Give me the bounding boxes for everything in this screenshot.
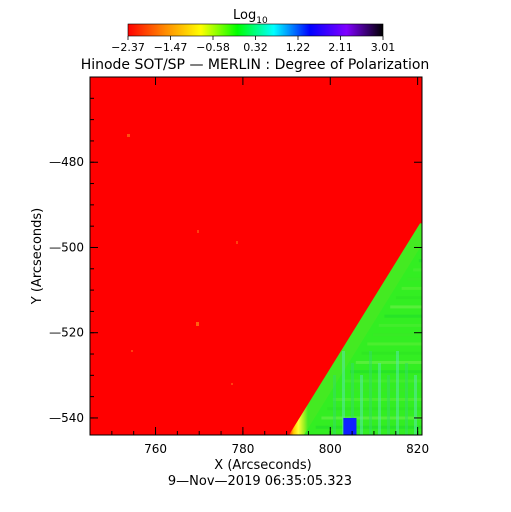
- off-limb-streak: [418, 259, 422, 263]
- off-limb-streak: [395, 296, 422, 300]
- y-axis-label: Y (Arcseconds): [30, 208, 45, 305]
- off-limb-streak: [390, 305, 422, 309]
- off-limb-streak: [342, 351, 345, 435]
- off-limb-streak: [384, 314, 422, 318]
- off-limb-streak: [315, 425, 422, 429]
- off-limb-streak: [405, 363, 408, 435]
- colorbar-tick-label: −2.37: [111, 41, 145, 54]
- off-limb-streaks: [315, 259, 422, 435]
- off-limb-streak: [378, 323, 422, 327]
- colorbar-tick-label: 0.32: [243, 41, 268, 54]
- x-axis: 760 780 800 820: [111, 77, 429, 456]
- x-tick-label: 780: [231, 442, 254, 456]
- off-limb-streak: [333, 375, 336, 435]
- x-axis-label: X (Arcseconds): [214, 458, 311, 473]
- speckle: [131, 350, 133, 352]
- off-limb-streak: [414, 375, 417, 435]
- speckle: [197, 230, 199, 233]
- off-limb-streak: [396, 351, 399, 435]
- x-tick-label: 820: [406, 442, 429, 456]
- limb-band: [288, 223, 422, 435]
- off-limb-streak: [327, 407, 422, 411]
- off-limb-streak: [360, 375, 363, 435]
- colorbar-tick-label: 2.11: [328, 41, 353, 54]
- y-tick-label: —520: [49, 326, 84, 340]
- x-tick-label: 760: [144, 442, 167, 456]
- colorbar: Log10 −2.37 −1.47 −0.58 0.32 1.22 2.11 3.01: [111, 8, 395, 54]
- off-limb-streak: [378, 363, 381, 435]
- y-tick-label: —500: [49, 240, 84, 254]
- speckle: [231, 383, 233, 385]
- colorbar-tick-label: −1.47: [154, 41, 188, 54]
- chart-title: Hinode SOT/SP — MERLIN : Degree of Polar…: [81, 57, 430, 73]
- off-limb-streak: [369, 351, 372, 435]
- colorbar-label: Log10: [233, 8, 268, 26]
- y-tick-label: —480: [49, 155, 84, 169]
- speckle: [127, 134, 130, 137]
- off-limb-streak: [344, 379, 422, 383]
- off-limb-streak: [355, 360, 422, 364]
- colorbar-tick-label: 1.22: [286, 41, 311, 54]
- x-tick-label: 800: [319, 442, 342, 456]
- off-limb-streak: [350, 370, 422, 374]
- bright-patch: [343, 417, 357, 435]
- colorbar-tick-label: −0.58: [196, 41, 230, 54]
- y-tick-label: —540: [49, 411, 84, 425]
- off-limb-streak: [367, 342, 422, 346]
- colorbar-bar: [127, 23, 384, 37]
- plot-area: [90, 77, 422, 435]
- colorbar-ticks: −2.37 −1.47 −0.58 0.32 1.22 2.11 3.01: [111, 36, 395, 54]
- y-axis: —480 —500 —520 —540: [49, 76, 422, 425]
- off-limb-streak: [387, 375, 390, 435]
- off-limb-streak: [372, 333, 422, 337]
- off-limb-streak: [401, 286, 422, 290]
- speckle: [236, 241, 238, 244]
- speckle: [196, 322, 199, 326]
- off-limb-streak: [413, 268, 422, 272]
- off-limb-streak: [407, 277, 422, 281]
- plot-frame: [89, 76, 423, 436]
- off-limb-streak: [332, 397, 422, 401]
- off-limb-streak: [361, 351, 422, 355]
- off-limb-streak: [351, 363, 354, 435]
- disk-speckles: [127, 134, 238, 385]
- colorbar-tick-label: 3.01: [371, 41, 396, 54]
- timestamp: 9—Nov—2019 06:35:05.323: [168, 474, 352, 489]
